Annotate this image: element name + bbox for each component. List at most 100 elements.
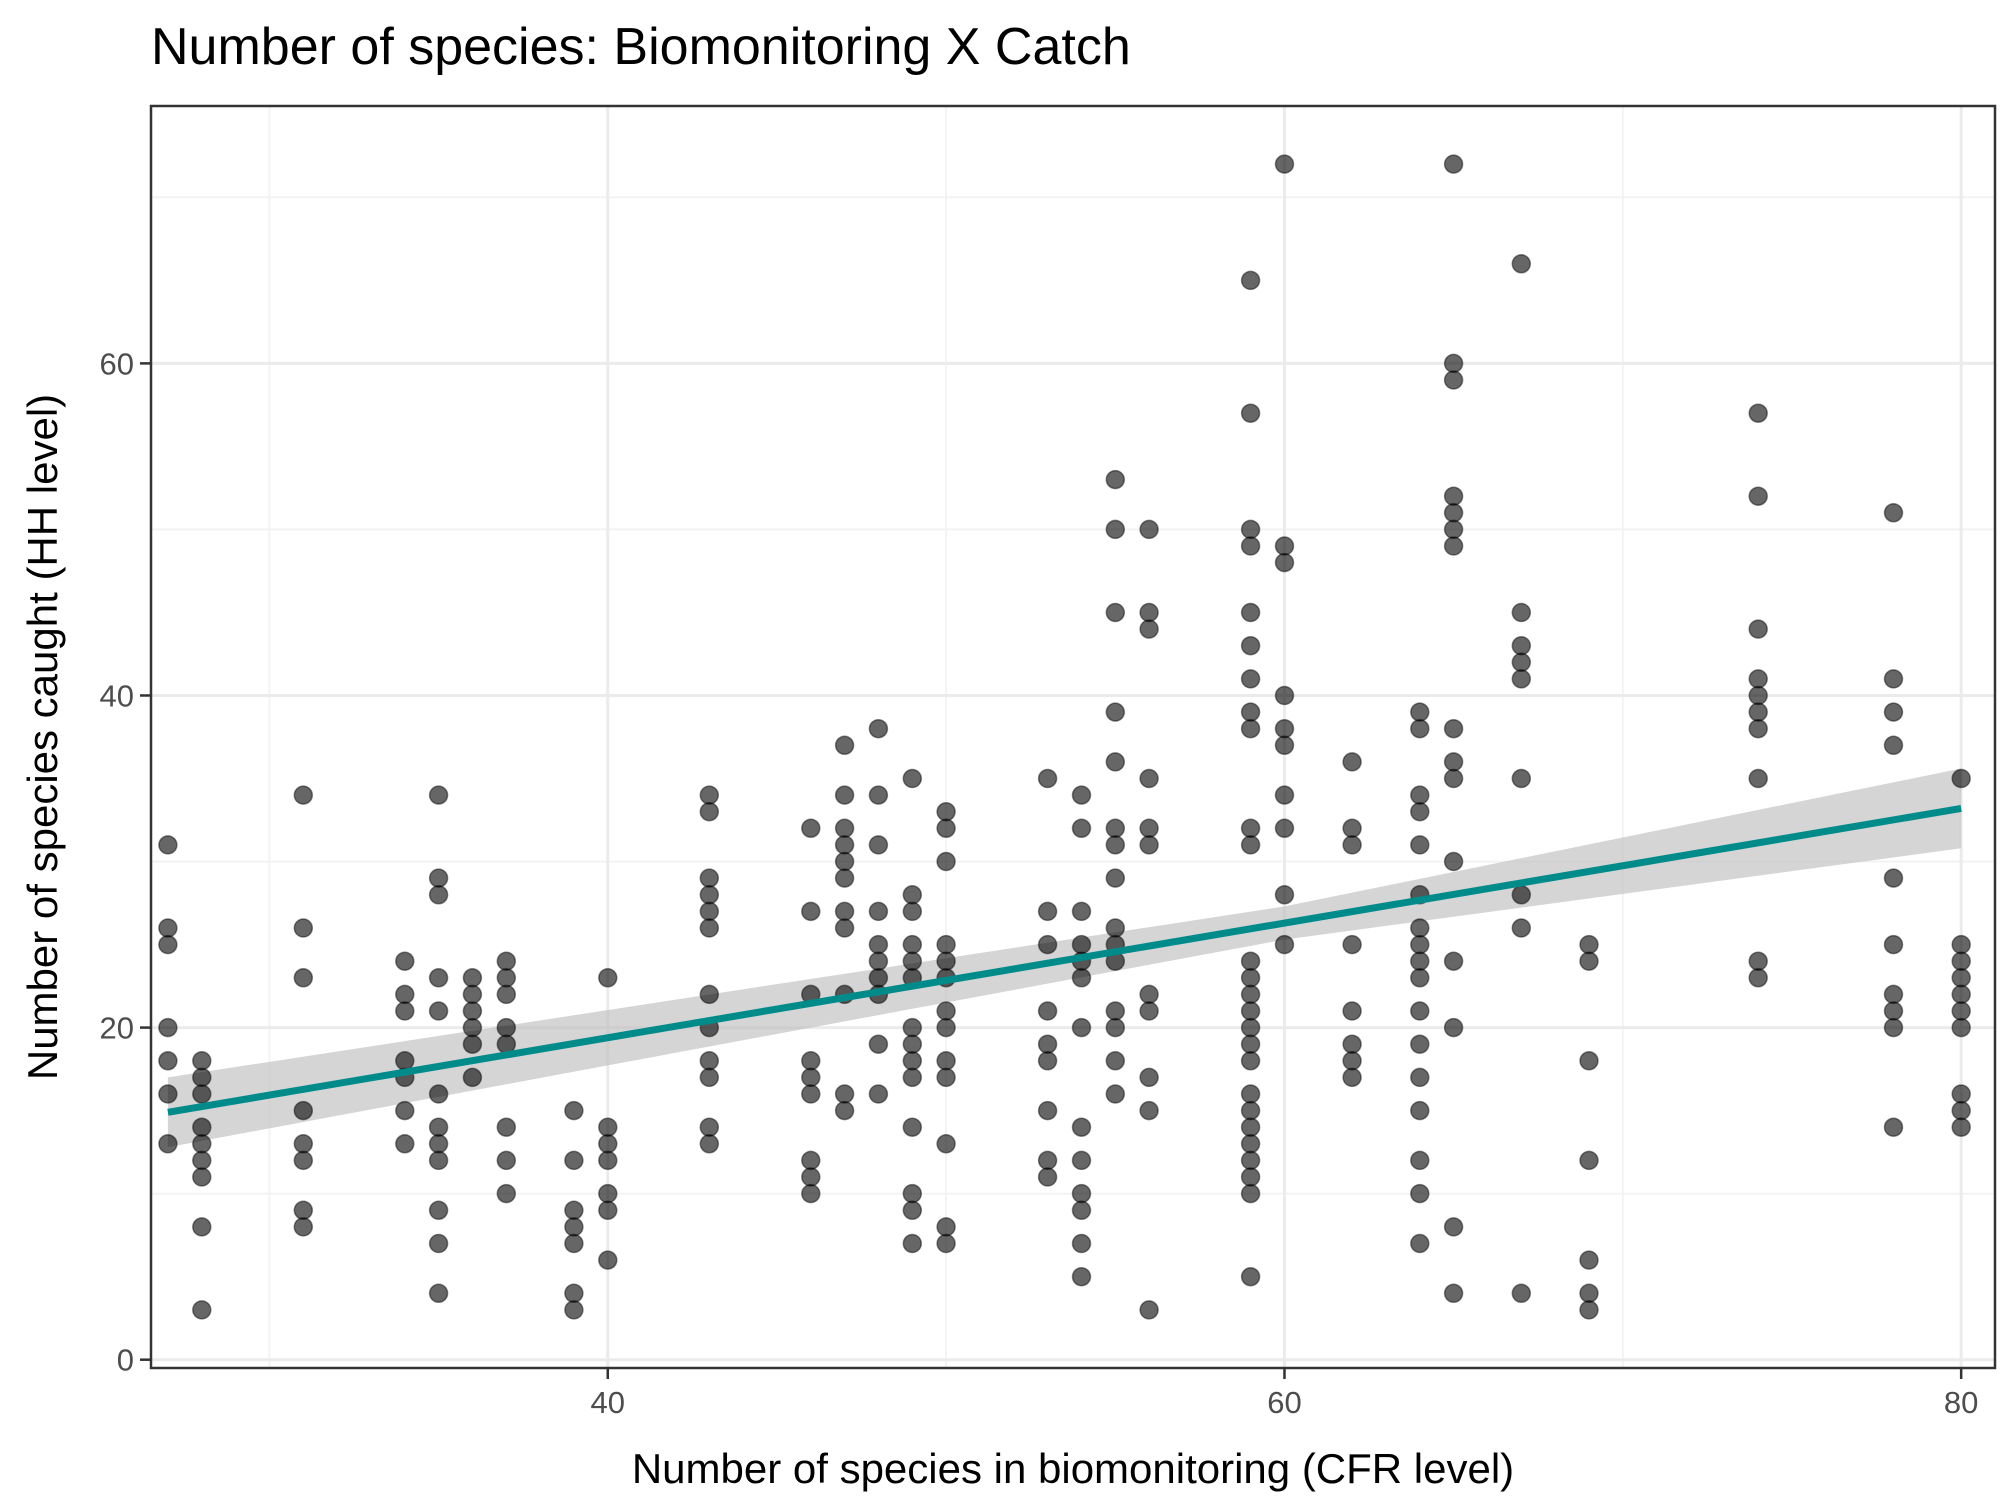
data-point (1240, 1266, 1261, 1287)
data-point (564, 1200, 584, 1221)
data-point (699, 785, 720, 805)
data-point (1579, 1283, 1599, 1304)
data-point (1037, 934, 1058, 955)
data-point (428, 1084, 449, 1104)
data-point (699, 1067, 720, 1088)
data-point (1037, 901, 1058, 922)
data-point (192, 1217, 212, 1237)
data-point (428, 1233, 449, 1254)
data-point (801, 1084, 821, 1104)
data-point (598, 968, 618, 988)
data-point (1274, 552, 1295, 573)
data-point (1748, 619, 1768, 639)
data-point (1139, 1067, 1159, 1088)
data-point (1579, 1300, 1599, 1320)
data-point (1511, 254, 1532, 274)
data-point (1274, 154, 1295, 174)
data-point (1071, 934, 1092, 955)
data-point (834, 901, 855, 922)
y-axis-title: Number of species caught (HH level) (19, 394, 66, 1080)
data-point (564, 1217, 584, 1237)
data-point (1951, 1100, 1971, 1121)
data-point (902, 768, 923, 789)
data-point (1274, 885, 1295, 905)
data-point (598, 1200, 618, 1221)
data-point (834, 818, 855, 839)
data-point (1240, 968, 1261, 988)
data-point (1748, 951, 1768, 971)
data-point (1511, 602, 1532, 623)
data-point (1105, 752, 1126, 772)
data-point (1240, 1017, 1261, 1038)
x-tick-label: 60 (1267, 1385, 1301, 1420)
data-point (1105, 818, 1126, 839)
data-point (1410, 1100, 1430, 1121)
data-point (598, 1117, 618, 1137)
data-point (395, 984, 415, 1005)
data-point (1071, 1233, 1092, 1254)
data-point (1105, 868, 1126, 888)
data-point (699, 901, 720, 922)
data-point (1511, 652, 1532, 673)
data-point (1139, 602, 1159, 623)
data-point (834, 1100, 855, 1121)
data-point (1511, 1283, 1532, 1304)
y-tick-label: 20 (100, 1011, 134, 1046)
data-point (192, 1117, 212, 1137)
data-point (902, 1117, 923, 1137)
data-point (1443, 486, 1464, 506)
data-point (1274, 718, 1295, 739)
data-point (902, 1183, 923, 1204)
data-point (1579, 934, 1599, 955)
data-point (496, 951, 517, 971)
data-point (598, 1134, 618, 1154)
data-point (1240, 1134, 1261, 1154)
data-point (496, 1017, 517, 1038)
data-point (1511, 669, 1532, 689)
data-point (462, 984, 483, 1005)
data-point (462, 1034, 483, 1054)
data-point (192, 1300, 212, 1320)
data-point (1511, 885, 1532, 905)
data-point (868, 901, 889, 922)
data-point (902, 951, 923, 971)
data-point (1139, 619, 1159, 639)
data-points (158, 154, 1971, 1320)
data-point (428, 885, 449, 905)
data-point (1105, 1001, 1126, 1021)
data-point (1342, 835, 1362, 855)
data-point (293, 1200, 314, 1221)
data-point (699, 885, 720, 905)
x-axis: 40 60 80 (591, 1368, 1978, 1420)
data-point (868, 785, 889, 805)
data-point (1240, 1001, 1261, 1021)
data-point (1511, 768, 1532, 789)
data-point (1240, 984, 1261, 1005)
data-point (1410, 1034, 1430, 1054)
data-point (936, 934, 956, 955)
data-point (1274, 536, 1295, 556)
data-point (192, 1051, 212, 1071)
data-point (1410, 1233, 1430, 1254)
data-point (1443, 370, 1464, 390)
data-point (1883, 702, 1904, 722)
data-point (1105, 918, 1126, 938)
data-point (699, 868, 720, 888)
data-point (1951, 768, 1971, 789)
data-point (1443, 752, 1464, 772)
data-point (395, 1051, 415, 1071)
data-point (1240, 1100, 1261, 1121)
data-point (1443, 519, 1464, 540)
data-point (1579, 1150, 1599, 1171)
data-point (1410, 968, 1430, 988)
data-point (1240, 1150, 1261, 1171)
data-point (1511, 635, 1532, 656)
data-point (428, 1134, 449, 1154)
data-point (1748, 486, 1768, 506)
data-point (1071, 1266, 1092, 1287)
data-point (1410, 702, 1430, 722)
y-tick-label: 0 (117, 1343, 134, 1378)
data-point (1071, 1017, 1092, 1038)
data-point (902, 1233, 923, 1254)
data-point (699, 1117, 720, 1137)
